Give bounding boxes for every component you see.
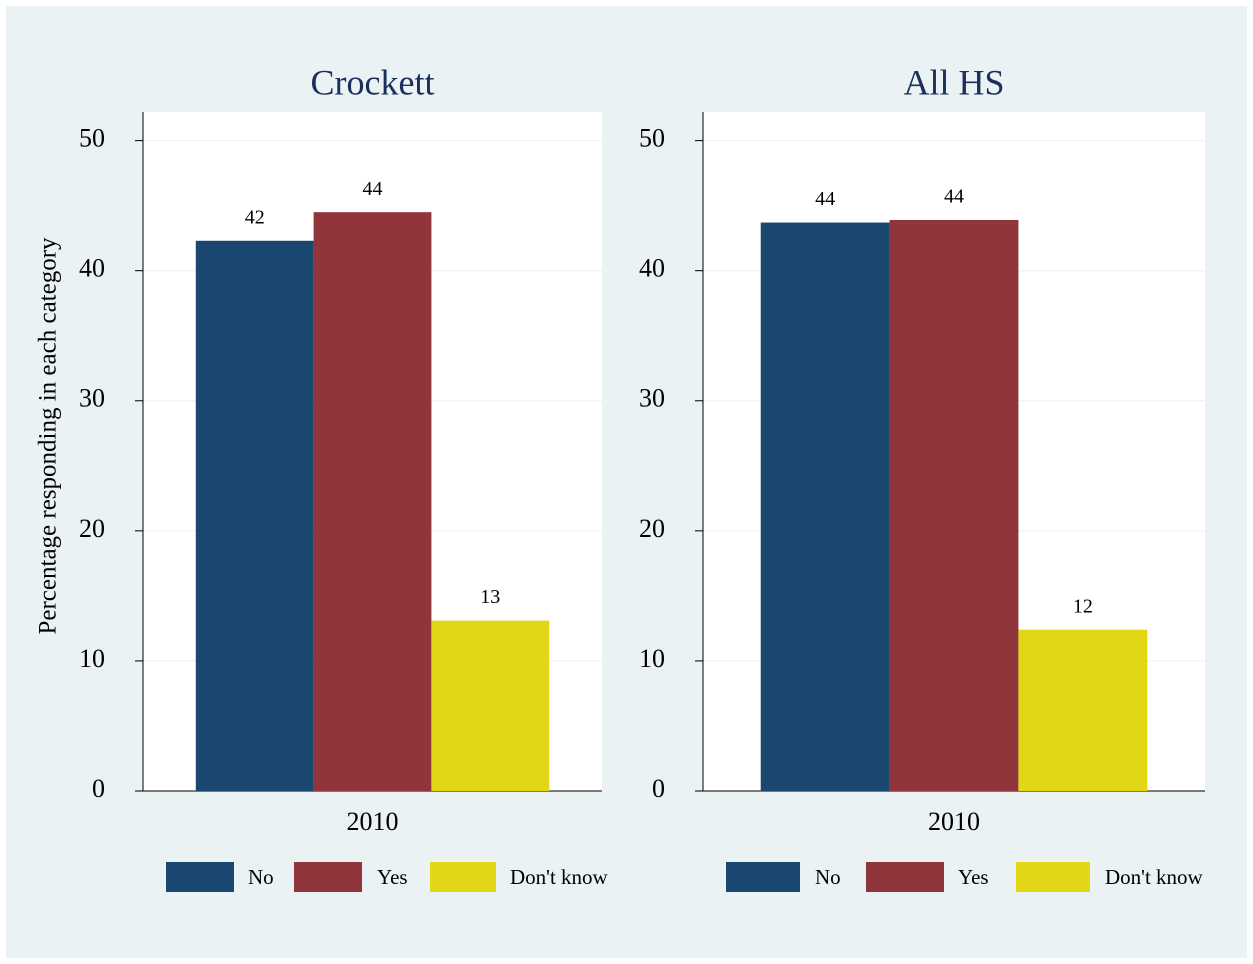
legend-swatch (1016, 862, 1090, 892)
y-tick-label: 40 (639, 254, 665, 283)
data-label: 44 (363, 178, 383, 200)
legend-label: Yes (958, 865, 989, 889)
data-label: 13 (480, 586, 500, 608)
y-tick-label: 50 (79, 124, 105, 153)
data-label: 44 (944, 186, 964, 208)
x-tick-label: 2010 (928, 807, 980, 836)
y-tick-label: 30 (79, 384, 105, 413)
y-tick-label: 50 (639, 124, 665, 153)
bar (889, 219, 1019, 791)
legend-swatch (866, 862, 944, 892)
y-tick-label: 10 (79, 644, 105, 673)
chart-title: Crockett (311, 62, 435, 102)
legend-swatch (726, 862, 800, 892)
data-label: 12 (1073, 595, 1093, 617)
legend-swatch (430, 862, 496, 892)
legend-label: No (815, 865, 841, 889)
x-tick-label: 2010 (347, 807, 399, 836)
legend-label: Don't know (510, 865, 609, 889)
y-tick-label: 0 (652, 774, 665, 803)
data-label: 42 (245, 206, 265, 228)
legend-label: Yes (377, 865, 408, 889)
legend-label: No (248, 865, 274, 889)
legend-swatch (294, 862, 362, 892)
bar (1018, 629, 1148, 791)
y-tick-label: 40 (79, 254, 105, 283)
y-tick-label: 10 (639, 644, 665, 673)
bar (431, 620, 550, 791)
y-tick-label: 0 (92, 774, 105, 803)
legend-label: Don't know (1105, 865, 1204, 889)
chart-title: All HS (903, 62, 1004, 102)
legend-swatch (166, 862, 234, 892)
y-axis-label: Percentage responding in each category (35, 237, 62, 635)
bar (760, 222, 890, 792)
data-label: 44 (815, 188, 835, 210)
y-tick-label: 20 (79, 514, 105, 543)
y-tick-label: 20 (639, 514, 665, 543)
bar (313, 212, 432, 791)
y-tick-label: 30 (639, 384, 665, 413)
bar (195, 240, 314, 791)
